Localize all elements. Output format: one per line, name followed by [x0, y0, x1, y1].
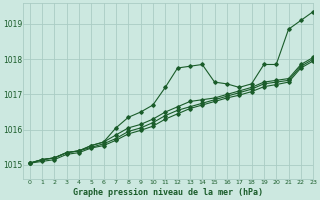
- X-axis label: Graphe pression niveau de la mer (hPa): Graphe pression niveau de la mer (hPa): [73, 188, 263, 197]
